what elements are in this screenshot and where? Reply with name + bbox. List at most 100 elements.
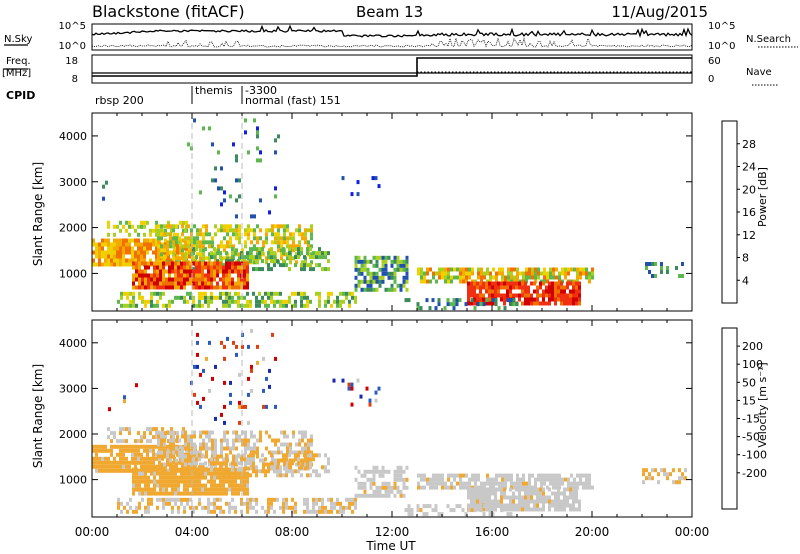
velocity-cell	[138, 471, 141, 476]
power-cell	[485, 281, 488, 286]
velocity-cell	[558, 481, 561, 486]
power-cell	[217, 244, 220, 249]
velocity-cell	[192, 505, 195, 510]
velocity-cell	[164, 435, 167, 440]
velocity-cell	[252, 497, 255, 502]
power-cell	[256, 240, 259, 245]
power-cell	[195, 285, 198, 290]
power-cell	[159, 269, 162, 274]
power-cell	[231, 247, 234, 252]
velocity-cell	[160, 438, 163, 443]
velocity-cell	[229, 446, 232, 451]
power-cell	[262, 244, 265, 249]
velocity-cell	[575, 507, 578, 512]
power-cell	[125, 238, 128, 243]
power-cell	[255, 299, 258, 304]
velocity-cell	[527, 487, 530, 492]
velocity-cell	[198, 465, 201, 470]
velocity-cell	[666, 476, 669, 481]
velocity-cell	[563, 507, 566, 512]
velocity-cell	[372, 465, 376, 470]
velocity-cell	[175, 438, 178, 443]
velocity-cell	[150, 491, 153, 496]
power-cell	[518, 281, 521, 286]
velocity-cell	[138, 483, 141, 488]
velocity-cell	[288, 453, 291, 458]
power-cell	[138, 273, 141, 278]
power-cell	[128, 238, 131, 243]
velocity-cell	[435, 477, 438, 482]
velocity-cell	[259, 430, 262, 435]
velocity-cell	[158, 444, 161, 449]
velocity-cell	[119, 439, 122, 444]
velocity-cell	[585, 485, 588, 490]
power-cell	[258, 299, 261, 304]
power-cell	[354, 267, 358, 272]
power-cell	[171, 281, 174, 286]
velocity-cell	[122, 427, 125, 432]
velocity-cell	[169, 442, 172, 447]
velocity-cell	[155, 464, 158, 469]
velocity-cell	[183, 509, 186, 514]
power-cell	[240, 277, 243, 282]
power-cell	[132, 299, 135, 304]
velocity-cell	[552, 481, 555, 486]
velocity-cell	[195, 491, 198, 496]
velocity-cell	[431, 508, 435, 513]
velocity-cell	[210, 491, 213, 496]
power-cell	[234, 299, 237, 304]
velocity-cell	[138, 491, 141, 496]
velocity-cell	[249, 501, 252, 506]
velocity-cell	[256, 446, 259, 451]
velocity-cell	[347, 386, 351, 391]
velocity-cell	[307, 450, 310, 455]
power-cell	[265, 236, 268, 241]
power-cell	[533, 301, 536, 306]
velocity-cell	[196, 450, 199, 455]
velocity-cell	[143, 460, 146, 465]
velocity-cell	[307, 442, 310, 447]
power-cell	[516, 271, 519, 276]
power-cell	[211, 244, 214, 249]
power-cell	[458, 298, 462, 303]
velocity-cell	[177, 475, 180, 480]
power-cell	[192, 277, 195, 282]
power-heatmap-cells	[92, 118, 684, 311]
power-cell	[207, 303, 210, 308]
power-cell	[252, 267, 255, 272]
power-cell	[164, 228, 167, 233]
power-cell	[265, 232, 268, 237]
power-cell	[116, 258, 119, 263]
velocity-cell	[213, 453, 216, 458]
freq-right-tick-bottom: 0	[708, 74, 714, 85]
velocity-cell	[399, 493, 403, 498]
power-cell	[390, 287, 394, 292]
velocity-cell	[432, 481, 435, 486]
velocity-cell	[393, 485, 397, 490]
velocity-cell	[518, 499, 521, 504]
velocity-cell	[267, 497, 270, 502]
velocity-cell	[243, 479, 246, 484]
velocity-cell	[494, 491, 497, 496]
power-cell	[146, 250, 149, 255]
velocity-cell	[144, 491, 147, 496]
power-cell	[243, 269, 246, 274]
power-cell	[207, 265, 210, 270]
velocity-cell	[213, 509, 216, 514]
power-cell	[156, 281, 159, 286]
power-cell	[152, 238, 155, 243]
power-cell	[512, 281, 515, 286]
power-cell	[104, 258, 107, 263]
power-cell	[137, 246, 140, 251]
power-cell	[470, 285, 473, 290]
power-cell	[542, 281, 545, 286]
power-cell	[234, 291, 237, 296]
velocity-cell	[116, 468, 119, 473]
power-cell	[660, 262, 663, 266]
power-cell	[247, 236, 250, 241]
power-cell	[542, 293, 545, 298]
velocity-cell	[554, 507, 557, 512]
power-cell	[174, 265, 177, 270]
power-cell	[138, 281, 141, 286]
power-cell	[494, 298, 498, 303]
